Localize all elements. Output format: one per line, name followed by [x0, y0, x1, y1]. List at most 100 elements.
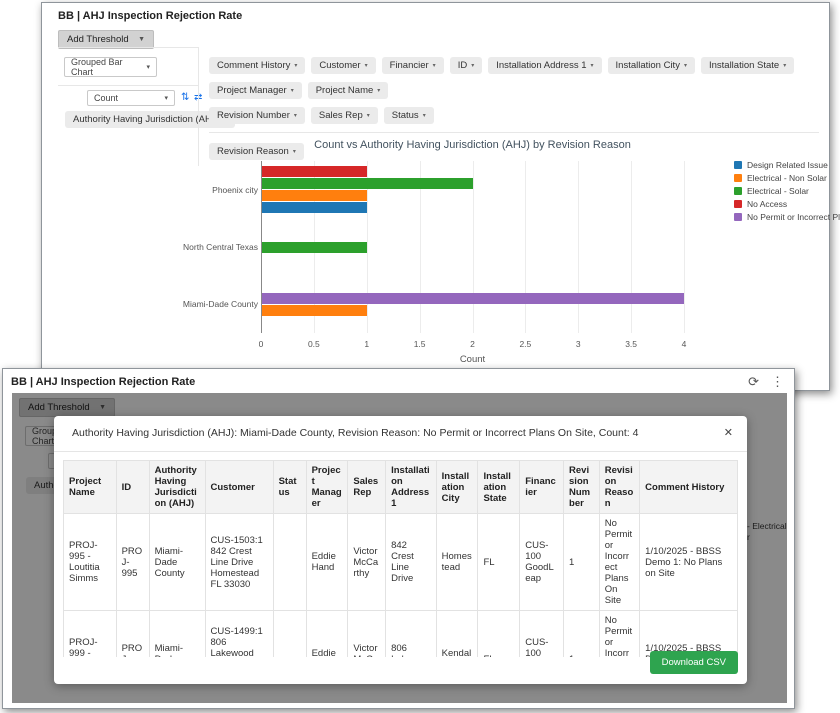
- chevron-down-icon: ▾: [590, 63, 594, 69]
- chevron-down-icon: ▼: [138, 36, 145, 43]
- gridline: [366, 161, 368, 333]
- table-header-cell: Installation Address 1: [385, 460, 437, 514]
- category-label: Phoenix city: [212, 184, 258, 195]
- dashboard-window-chart: BB | AHJ Inspection Rejection Rate Add T…: [41, 2, 840, 391]
- gridline: [525, 161, 527, 333]
- field-pills-panel: Comment History ▾ Customer ▾ Financier ▾ ID ▾ In…: [198, 47, 819, 166]
- plot-area: Phoenix city North Central Texas Miami-Dad…: [183, 161, 685, 333]
- field-pill-label: ID: [457, 60, 468, 71]
- legend-item[interactable]: No Access: [734, 197, 840, 210]
- drilldown-table: Project Name ID Authority Having Jurisdict…: [63, 460, 738, 657]
- table-cell: PROJ-999 - Aube Fackney: [63, 610, 117, 657]
- table-cell: CUS-1503:1 842 Crest Line Drive Homestea…: [204, 513, 274, 611]
- x-axis-label: Count: [459, 354, 486, 365]
- chevron-down-icon: ▾: [164, 95, 168, 102]
- legend-item[interactable]: No Permit or Incorrect Plans On S: [734, 210, 840, 223]
- field-pill[interactable]: Sales Rep ▾: [310, 107, 378, 124]
- field-pill[interactable]: Installation Address 1 ▾: [488, 57, 602, 74]
- table-cell: 1/10/2025 - BBSS Demo 1: No Plans on Sit…: [639, 610, 738, 657]
- y-axis-line: [261, 161, 262, 333]
- field-pill[interactable]: Financier ▾: [381, 57, 444, 74]
- field-pill[interactable]: Comment History ▾: [209, 57, 306, 74]
- table-cell: No Permit or Incorrect Plans On Site: [598, 610, 641, 657]
- chevron-down-icon: ▾: [471, 63, 475, 69]
- legend-swatch-icon: [734, 160, 742, 169]
- gridline: [684, 161, 685, 333]
- field-pill-label: Installation State: [708, 60, 780, 71]
- table-cell: 1: [563, 513, 600, 611]
- table-header-cell: Revision Reason: [598, 460, 641, 514]
- category-label: Miami-Dade County: [182, 299, 258, 310]
- field-pill[interactable]: Revision Number ▾: [209, 107, 305, 124]
- field-pill-label: Project Name: [315, 85, 374, 96]
- chevron-down-icon: ▾: [683, 63, 687, 69]
- legend-item[interactable]: Electrical - Solar: [734, 184, 840, 197]
- field-pill[interactable]: Project Manager ▾: [209, 82, 302, 99]
- field-pill[interactable]: Project Name ▾: [307, 82, 389, 99]
- table-cell: Miami-Dade County: [148, 513, 206, 611]
- legend-fragment: r: [747, 532, 750, 542]
- divider: [58, 85, 198, 86]
- measure-select[interactable]: Count ▾: [87, 90, 175, 106]
- table-header-cell: Installation State: [477, 460, 521, 514]
- legend-item[interactable]: Electrical - Non Solar: [734, 171, 840, 184]
- chart-type-value: Grouped Bar Chart: [71, 57, 123, 77]
- table-cell: Miami-Dade County: [148, 610, 206, 657]
- chart-type-select[interactable]: Grouped Bar Chart ▾: [64, 57, 157, 77]
- field-pill[interactable]: Installation City ▾: [607, 57, 695, 74]
- bar-miami-dade-county[interactable]: [262, 304, 367, 316]
- table-header-cell: Revision Number: [563, 460, 600, 514]
- drilldown-table-wrap[interactable]: Project Name ID Authority Having Jurisdict…: [63, 460, 738, 657]
- close-icon[interactable]: ✕: [723, 427, 733, 439]
- table-cell: CUS-100 GoodLeap: [519, 610, 565, 657]
- table-cell: CUS-100 GoodLeap: [519, 513, 565, 611]
- kebab-menu-icon[interactable]: ⋮: [771, 374, 784, 389]
- field-pill[interactable]: Status ▾: [383, 107, 434, 124]
- legend-swatch-icon: [734, 173, 742, 182]
- bar-phoenix-city[interactable]: [262, 202, 367, 214]
- table-cell: PROJ-995: [115, 513, 150, 611]
- chevron-down-icon: ▾: [432, 63, 436, 69]
- download-csv-button[interactable]: Download CSV: [649, 651, 738, 674]
- field-pill[interactable]: ID ▾: [449, 57, 483, 74]
- table-cell: PROJ-995 - Loutitia Simms: [63, 513, 117, 611]
- add-threshold-label: Add Threshold: [28, 402, 90, 413]
- legend-label: No Permit or Incorrect Plans On S: [747, 211, 840, 222]
- table-cell: Victor McCarthy: [347, 610, 387, 657]
- table-cell: FL: [477, 513, 521, 611]
- bar-phoenix-city[interactable]: [262, 166, 367, 178]
- table-cell: [272, 610, 307, 657]
- field-pill[interactable]: Installation State ▾: [700, 57, 795, 74]
- bar-phoenix-city[interactable]: [262, 190, 367, 202]
- chevron-down-icon: ▾: [366, 113, 370, 119]
- table-header-cell: Comment History: [639, 460, 738, 514]
- x-tick-label: 2.5: [519, 339, 532, 349]
- legend-item[interactable]: Design Related Issue: [734, 158, 840, 171]
- table-cell: 1: [563, 610, 600, 657]
- bar-phoenix-city[interactable]: [262, 178, 473, 190]
- measure-value: Count: [94, 93, 119, 103]
- field-pill-label: Financier: [389, 60, 429, 71]
- chevron-down-icon: ▾: [377, 88, 381, 94]
- field-pill[interactable]: Revision Reason ▾: [209, 143, 304, 160]
- add-threshold-select-dimmed: Add Threshold ▼: [19, 398, 115, 417]
- bar-north-central-texas[interactable]: [262, 241, 367, 253]
- refresh-icon[interactable]: ⟳: [748, 374, 759, 389]
- legend-label: No Access: [747, 198, 788, 209]
- table-cell: FL: [477, 610, 521, 657]
- gridline: [631, 161, 633, 333]
- legend-label: Electrical - Non Solar: [747, 172, 827, 183]
- add-threshold-select[interactable]: Add Threshold ▼: [58, 30, 154, 49]
- table-cell: 842 Crest Line Drive: [385, 513, 437, 611]
- bar-miami-dade-county[interactable]: [262, 292, 684, 304]
- table-row: PROJ-999 - Aube FackneyPROJ-999Miami-Dad…: [63, 610, 738, 657]
- modal-header: Authority Having Jurisdiction (AHJ): Mia…: [54, 416, 747, 452]
- chevron-down-icon: ▾: [422, 113, 426, 119]
- field-pill[interactable]: Customer ▾: [311, 57, 376, 74]
- sort-icon[interactable]: ⇅: [181, 92, 190, 103]
- gridline: [472, 161, 474, 333]
- table-cell: PROJ-999: [115, 610, 150, 657]
- table-cell: No Permit or Incorrect Plans On Site: [598, 513, 641, 611]
- gridline: [578, 161, 580, 333]
- table-cell: 806 Lakewood Circle: [385, 610, 437, 657]
